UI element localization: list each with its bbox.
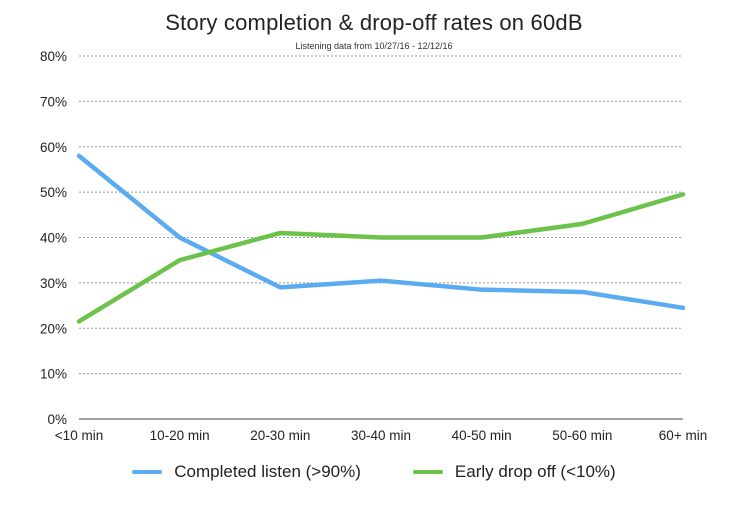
legend-item-2: Early drop off (<10%): [412, 462, 616, 482]
x-axis-ticks: <10 min 10-20 min 20-30 min 30-40 min 40-50 …: [55, 428, 707, 443]
x-tick-label: 10-20 min: [150, 428, 210, 443]
x-tick-label: 50-60 min: [552, 428, 612, 443]
y-tick-label: 0%: [47, 412, 67, 427]
y-tick-label: 40%: [40, 231, 67, 246]
series-line-2: [76, 192, 686, 324]
legend-item-1: Completed listen (>90%): [132, 462, 361, 482]
series-line-1: [76, 153, 686, 311]
x-tick-label: 30-40 min: [351, 428, 411, 443]
legend-label: Early drop off (<10%): [454, 462, 616, 481]
y-tick-label: 30%: [40, 276, 67, 291]
y-tick-label: 50%: [40, 185, 67, 200]
x-tick-label: 40-50 min: [452, 428, 512, 443]
legend-swatch: [132, 470, 163, 474]
x-tick-label: 60+ min: [659, 428, 707, 443]
y-axis-ticks: 0% 10% 20% 30% 40% 50% 60% 70% 80%: [40, 49, 67, 427]
y-tick-label: 20%: [40, 321, 67, 336]
legend: Completed listen (>90%) Early drop off (<…: [0, 462, 748, 482]
series-layer: [76, 153, 686, 324]
x-tick-label: <10 min: [55, 428, 103, 443]
x-tick-label: 20-30 min: [250, 428, 310, 443]
y-tick-label: 70%: [40, 94, 67, 109]
y-tick-label: 60%: [40, 140, 67, 155]
y-tick-label: 80%: [40, 49, 67, 64]
y-tick-label: 10%: [40, 367, 67, 382]
chart-subtitle: Listening data from 10/27/16 - 12/12/16: [295, 41, 453, 51]
legend-swatch: [412, 470, 443, 474]
chart-title: Story completion & drop-off rates on 60d…: [165, 10, 583, 35]
legend-label: Completed listen (>90%): [174, 462, 361, 481]
